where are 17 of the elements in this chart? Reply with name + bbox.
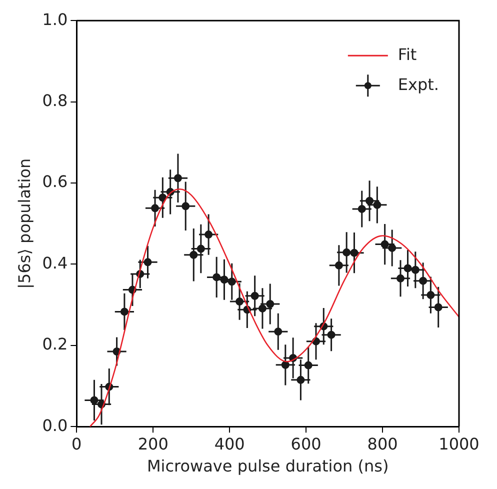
legend-label: Fit: [398, 44, 417, 64]
x-tick-label: 0: [72, 434, 82, 454]
x-tick-label: 1000: [438, 434, 480, 454]
y-axis-title: |56s⟩ population: [14, 158, 34, 289]
y-tick-label: 1.0: [42, 10, 68, 29]
x-tick-label: 200: [138, 434, 168, 454]
y-tick-label: 0.2: [42, 334, 68, 354]
y-tick-label: 0.0: [42, 416, 68, 435]
y-tick-label: 0.4: [42, 253, 68, 272]
legend-label: Expt.: [398, 74, 439, 94]
x-tick-label: 400: [214, 434, 245, 454]
y-tick-label: 0.6: [42, 172, 68, 192]
x-tick-label: 600: [290, 434, 322, 454]
x-axis-title: Microwave pulse duration (ns): [146, 456, 389, 476]
line-series: [89, 188, 459, 427]
x-tick-label: 800: [367, 434, 398, 454]
y-tick-label: 0.8: [42, 90, 68, 110]
